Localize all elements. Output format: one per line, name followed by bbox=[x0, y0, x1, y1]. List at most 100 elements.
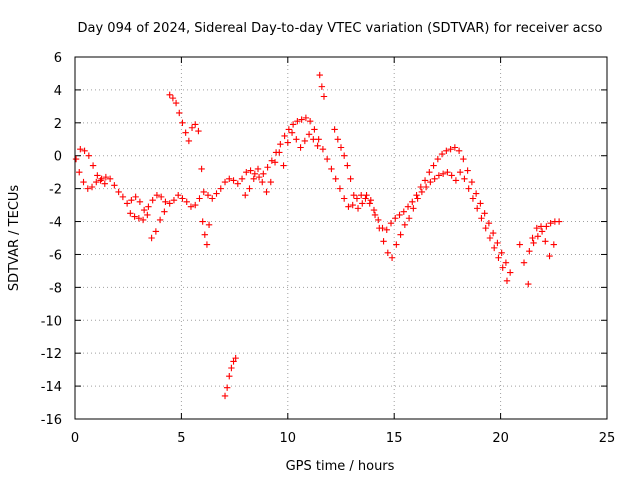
data-point bbox=[323, 155, 331, 163]
data-point bbox=[152, 228, 160, 235]
data-point bbox=[247, 167, 254, 174]
y-tick-label: 0 bbox=[54, 150, 62, 165]
data-point bbox=[452, 177, 460, 184]
data-point bbox=[187, 203, 195, 210]
y-tick-label: 2 bbox=[54, 117, 62, 132]
data-point bbox=[305, 131, 313, 138]
data-point bbox=[288, 129, 296, 136]
data-point bbox=[271, 159, 279, 166]
data-point bbox=[156, 216, 164, 224]
data-point bbox=[347, 175, 354, 182]
data-point bbox=[213, 190, 220, 197]
data-point bbox=[370, 206, 378, 214]
data-point bbox=[111, 182, 118, 189]
x-tick-label: 10 bbox=[280, 431, 297, 446]
data-point bbox=[392, 215, 399, 222]
data-point bbox=[101, 180, 108, 187]
data-point bbox=[144, 211, 151, 219]
data-point bbox=[550, 241, 557, 248]
data-point bbox=[161, 208, 168, 215]
data-point bbox=[336, 185, 344, 192]
data-point bbox=[538, 228, 546, 235]
data-point bbox=[243, 168, 250, 176]
data-point bbox=[209, 195, 216, 202]
data-point bbox=[349, 201, 356, 209]
data-point bbox=[285, 126, 293, 133]
data-point bbox=[157, 193, 165, 201]
data-point bbox=[302, 114, 310, 122]
data-point bbox=[268, 157, 276, 164]
data-point bbox=[238, 175, 246, 182]
data-point bbox=[380, 238, 387, 245]
data-point bbox=[375, 216, 382, 224]
plot-frame bbox=[74, 56, 608, 420]
data-point bbox=[255, 173, 263, 181]
data-point bbox=[438, 150, 446, 158]
data-point bbox=[293, 136, 300, 143]
data-point bbox=[145, 203, 152, 210]
data-point bbox=[93, 178, 100, 186]
data-point bbox=[353, 195, 361, 202]
data-point bbox=[306, 117, 314, 125]
data-point bbox=[260, 170, 267, 178]
data-point bbox=[542, 238, 549, 245]
data-point bbox=[464, 167, 471, 174]
data-point bbox=[139, 216, 147, 224]
data-point bbox=[284, 139, 291, 146]
y-axis-title: SDTVAR / TECUs bbox=[7, 185, 22, 292]
data-point bbox=[366, 200, 373, 207]
data-point bbox=[128, 196, 135, 204]
data-point bbox=[135, 215, 143, 222]
data-point bbox=[301, 137, 309, 145]
data-point bbox=[473, 205, 481, 212]
data-point bbox=[477, 200, 484, 207]
data-point bbox=[414, 195, 421, 202]
data-point bbox=[267, 178, 274, 186]
data-point bbox=[547, 219, 554, 227]
data-point bbox=[192, 201, 199, 209]
data-point bbox=[170, 196, 178, 204]
x-tick-label: 20 bbox=[492, 431, 509, 446]
data-point bbox=[334, 136, 342, 143]
y-tick-label: -16 bbox=[41, 413, 62, 428]
y-tick-label: 6 bbox=[54, 51, 62, 66]
data-point bbox=[88, 183, 96, 191]
data-point bbox=[320, 93, 328, 100]
x-axis-title: GPS time / hours bbox=[286, 459, 395, 474]
data-point bbox=[494, 239, 501, 247]
data-point bbox=[179, 195, 186, 202]
data-point bbox=[435, 172, 443, 179]
data-point bbox=[106, 175, 114, 182]
data-point bbox=[176, 109, 183, 117]
data-point bbox=[498, 249, 505, 257]
data-point bbox=[503, 277, 511, 284]
data-points bbox=[72, 71, 563, 400]
data-point bbox=[119, 193, 127, 201]
data-point bbox=[234, 180, 241, 187]
data-point bbox=[397, 231, 404, 238]
data-point bbox=[384, 249, 392, 257]
data-point bbox=[444, 168, 451, 176]
data-point bbox=[486, 234, 494, 242]
data-point bbox=[289, 121, 297, 128]
data-point bbox=[434, 155, 442, 163]
data-point bbox=[298, 116, 305, 123]
data-point bbox=[185, 137, 193, 145]
data-point bbox=[383, 226, 390, 233]
data-point bbox=[228, 364, 235, 372]
data-point bbox=[478, 215, 485, 222]
y-tick-label: -4 bbox=[49, 216, 62, 231]
data-point bbox=[516, 241, 523, 248]
data-point bbox=[166, 200, 173, 207]
data-point bbox=[530, 239, 537, 247]
data-point bbox=[340, 195, 348, 202]
data-point bbox=[205, 221, 213, 229]
data-point bbox=[72, 155, 80, 163]
data-point bbox=[448, 172, 455, 179]
data-point bbox=[221, 178, 229, 186]
data-point bbox=[169, 94, 177, 102]
data-point bbox=[396, 211, 403, 219]
data-point bbox=[217, 185, 224, 192]
data-point bbox=[426, 168, 433, 176]
data-point bbox=[162, 198, 169, 205]
